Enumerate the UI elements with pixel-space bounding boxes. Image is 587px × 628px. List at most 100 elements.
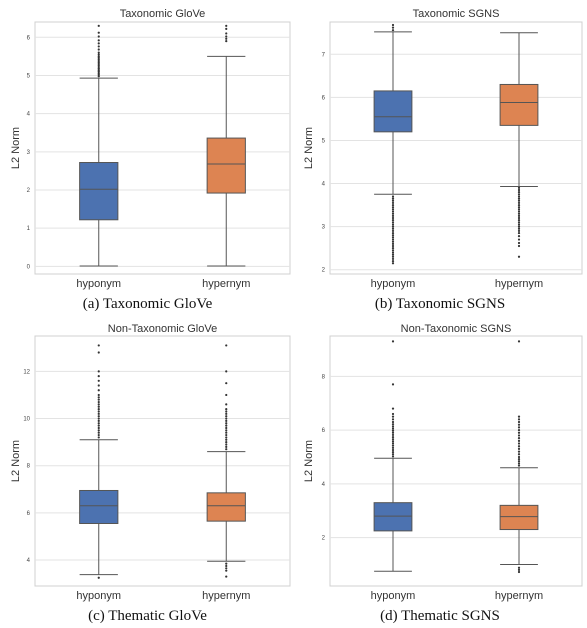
outlier-point (97, 389, 100, 392)
outlier-point (225, 408, 228, 411)
outlier-point (391, 427, 395, 430)
outlier-point (517, 428, 521, 432)
outlier-point (97, 62, 100, 66)
outlier-point (517, 191, 521, 194)
outlier-point (391, 214, 395, 217)
y-tick-label: 3 (27, 150, 31, 156)
x-tick-label-hyponym: hyponym (371, 278, 416, 290)
y-tick-label: 6 (322, 95, 326, 101)
outlier-point (391, 234, 395, 237)
outlier-point (97, 415, 100, 418)
y-axis-label: L2 Norm (303, 440, 315, 482)
outlier-point (97, 45, 100, 48)
outlier-point (517, 219, 521, 222)
box-hyponym (373, 23, 413, 265)
y-tick-label: 5 (322, 138, 326, 144)
chart-panel-b: 2 3 4 5 6 7 Taxonomic SGNS L2 Norm hyponym hypern… (293, 0, 587, 320)
outlier-point (391, 247, 395, 250)
outlier-point (517, 206, 521, 209)
outlier-point (391, 435, 395, 439)
outlier-point (391, 444, 395, 447)
outlier-point (517, 255, 521, 258)
y-tick-label: 1 (27, 226, 31, 232)
outlier-point (225, 24, 228, 27)
outlier-point (517, 418, 521, 421)
outlier-point (517, 225, 521, 228)
outlier-point (517, 193, 521, 196)
outlier-point (97, 417, 100, 420)
outlier-point (517, 188, 521, 192)
outlier-point (391, 208, 395, 211)
outlier-point (517, 566, 521, 569)
outlier-point (517, 415, 521, 418)
outlier-point (97, 75, 100, 78)
chart-non-taxonomic-sgns: 2 4 6 8 Non-Taxonomic SGNS L2 Norm hyponym hype… (303, 323, 583, 602)
outlier-point (391, 420, 395, 424)
outlier-point (225, 569, 228, 572)
outlier-point (517, 570, 521, 574)
y-tick-label: 12 (23, 369, 30, 375)
outlier-point (517, 431, 521, 434)
outlier-point (517, 186, 521, 189)
outlier-point (225, 441, 228, 444)
outlier-point (225, 412, 228, 415)
outlier-point (97, 433, 100, 437)
outlier-point (517, 203, 521, 207)
outlier-point (225, 564, 228, 568)
outlier-point (391, 236, 395, 239)
x-tick-label-hypernym: hypernym (202, 590, 250, 602)
outlier-point (517, 462, 521, 465)
outlier-point (517, 223, 521, 226)
iqr-box (373, 502, 413, 532)
chart-non-taxonomic-glove: 4 6 8 10 12 Non-Taxonomic GloVe L2 Norm hyponym… (10, 323, 291, 602)
outlier-point (97, 64, 100, 67)
y-tick-label: 2 (322, 268, 326, 274)
outlier-point (225, 422, 228, 425)
outlier-point (225, 436, 228, 439)
outlier-point (97, 370, 100, 373)
outlier-point (97, 55, 100, 58)
outlier-point (391, 446, 395, 449)
outlier-point (517, 437, 521, 440)
outlier-point (97, 35, 100, 38)
outlier-point (225, 448, 228, 451)
outlier-point (225, 419, 228, 423)
outlier-point (391, 455, 395, 458)
outlier-point (391, 197, 395, 200)
outlier-point (517, 244, 521, 248)
y-tick-label: 6 (322, 428, 326, 434)
iqr-box (206, 492, 246, 522)
outlier-point (391, 415, 395, 418)
outlier-point (225, 438, 228, 441)
outlier-point (517, 568, 521, 571)
outlier-point (97, 56, 100, 59)
outlier-point (391, 255, 395, 258)
x-tick-label-hyponym: hyponym (76, 278, 121, 290)
outlier-point (225, 424, 228, 427)
y-tick-label: 6 (27, 511, 31, 517)
box-hyponym (79, 344, 119, 579)
outlier-point (391, 219, 395, 222)
outlier-point (225, 445, 228, 448)
y-tick-label: 8 (322, 374, 326, 380)
outlier-point (391, 340, 395, 343)
outlier-point (97, 48, 100, 51)
outlier-point (97, 431, 100, 434)
outlier-point (97, 408, 100, 411)
outlier-point (97, 344, 100, 347)
y-tick-label: 5 (27, 73, 31, 79)
plot-frame (34, 21, 291, 275)
outlier-point (517, 241, 521, 245)
outlier-point (391, 259, 395, 263)
outlier-point (517, 426, 521, 429)
outlier-point (97, 51, 100, 54)
outlier-point (225, 27, 228, 30)
outlier-point (391, 216, 395, 220)
outlier-point (517, 212, 521, 215)
outlier-point (97, 410, 100, 413)
outlier-point (391, 242, 395, 245)
chart-panel-c: 4 6 8 10 12 Non-Taxonomic GloVe L2 Norm hyponym… (0, 318, 295, 628)
outlier-point (517, 340, 521, 343)
x-tick-label-hypernym: hypernym (495, 590, 543, 602)
outlier-point (225, 382, 228, 385)
